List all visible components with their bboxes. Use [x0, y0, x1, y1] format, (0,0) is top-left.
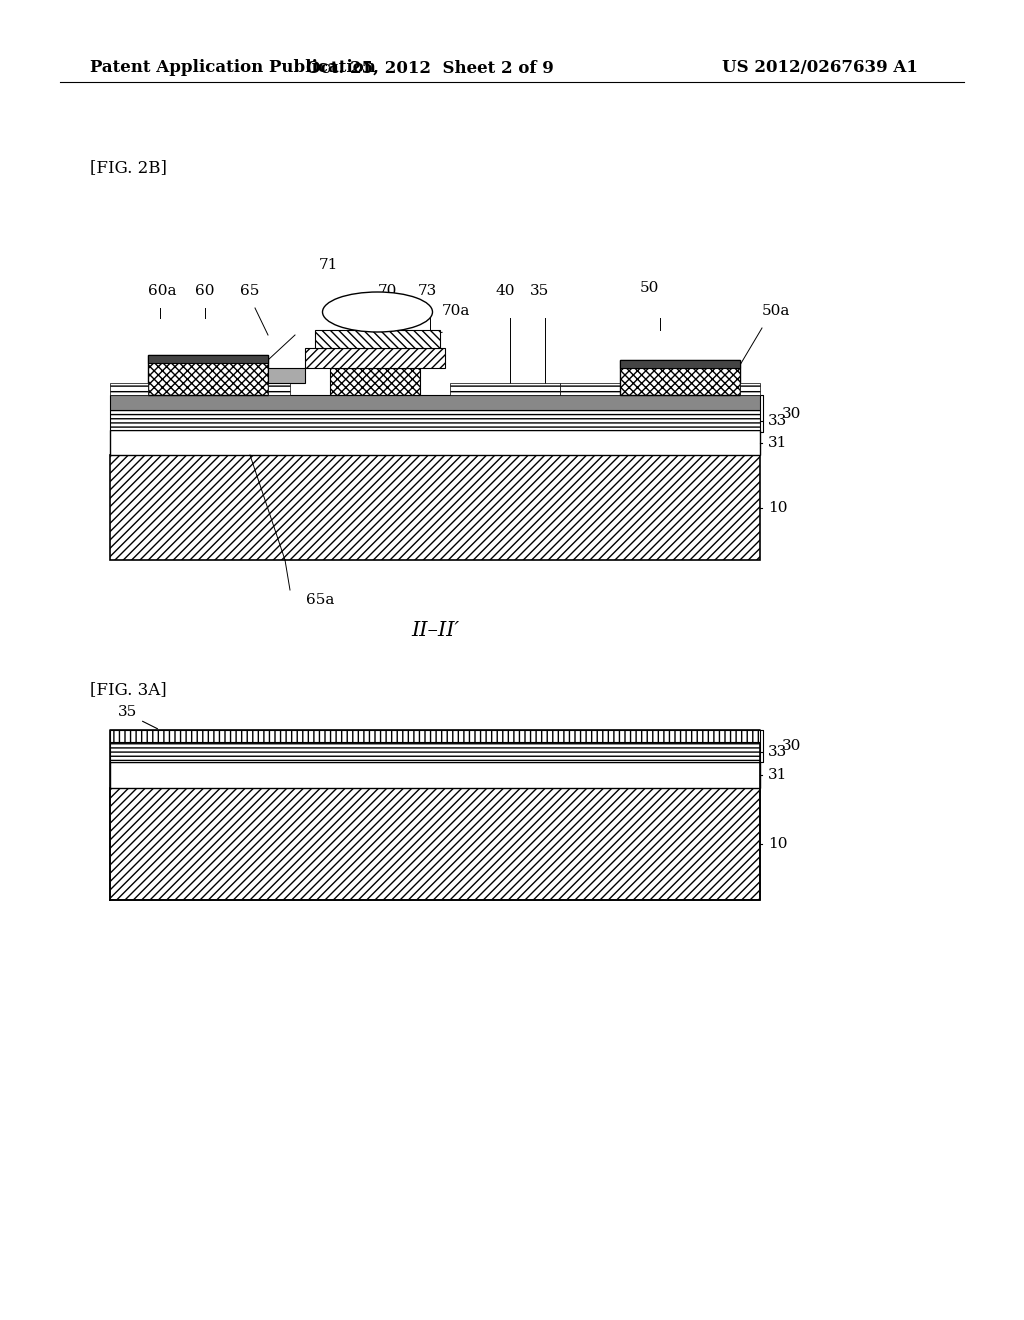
Bar [268, 383, 290, 395]
Bar [110, 742, 760, 762]
Text: [FIG. 2B]: [FIG. 2B] [90, 160, 167, 177]
Text: 35: 35 [118, 705, 137, 719]
Bar [110, 430, 760, 455]
Bar [148, 355, 268, 395]
Bar [110, 730, 760, 742]
Text: 33: 33 [768, 414, 787, 428]
Bar [330, 368, 420, 395]
Text: 65a: 65a [306, 593, 334, 607]
Text: 70: 70 [378, 284, 397, 298]
Bar [305, 348, 445, 368]
Bar [110, 788, 760, 900]
Bar [620, 360, 740, 368]
Text: 30: 30 [782, 407, 802, 421]
Bar [560, 383, 620, 395]
Text: 70a: 70a [442, 304, 470, 318]
Text: 73: 73 [418, 284, 437, 298]
Bar [110, 383, 148, 395]
Text: 50: 50 [640, 281, 659, 294]
Text: 10: 10 [768, 837, 787, 851]
Text: 30: 30 [782, 739, 802, 752]
Text: 60a: 60a [148, 284, 176, 298]
Text: II–II′: II–II′ [411, 620, 459, 639]
Bar [148, 355, 268, 363]
Bar [110, 395, 760, 411]
Ellipse shape [323, 292, 432, 333]
Text: Oct. 25, 2012  Sheet 2 of 9: Oct. 25, 2012 Sheet 2 of 9 [306, 59, 554, 77]
Text: 60: 60 [195, 284, 214, 298]
Bar [268, 368, 305, 383]
Bar [450, 383, 560, 395]
Text: Patent Application Publication: Patent Application Publication [90, 59, 376, 77]
Text: 65: 65 [240, 284, 259, 298]
Text: 40: 40 [495, 284, 514, 298]
Text: [FIG. 3A]: [FIG. 3A] [90, 681, 167, 698]
Bar [315, 330, 440, 348]
Text: 33: 33 [768, 744, 787, 759]
Bar [110, 455, 760, 560]
Text: 31: 31 [768, 768, 787, 781]
Text: 50a: 50a [762, 304, 791, 318]
Bar [620, 360, 740, 395]
Text: US 2012/0267639 A1: US 2012/0267639 A1 [722, 59, 918, 77]
Bar [110, 411, 760, 430]
Text: 71: 71 [318, 257, 338, 272]
Text: 31: 31 [768, 436, 787, 450]
Text: 10: 10 [768, 502, 787, 515]
Bar [110, 762, 760, 788]
Text: 35: 35 [530, 284, 549, 298]
Bar [740, 383, 760, 395]
